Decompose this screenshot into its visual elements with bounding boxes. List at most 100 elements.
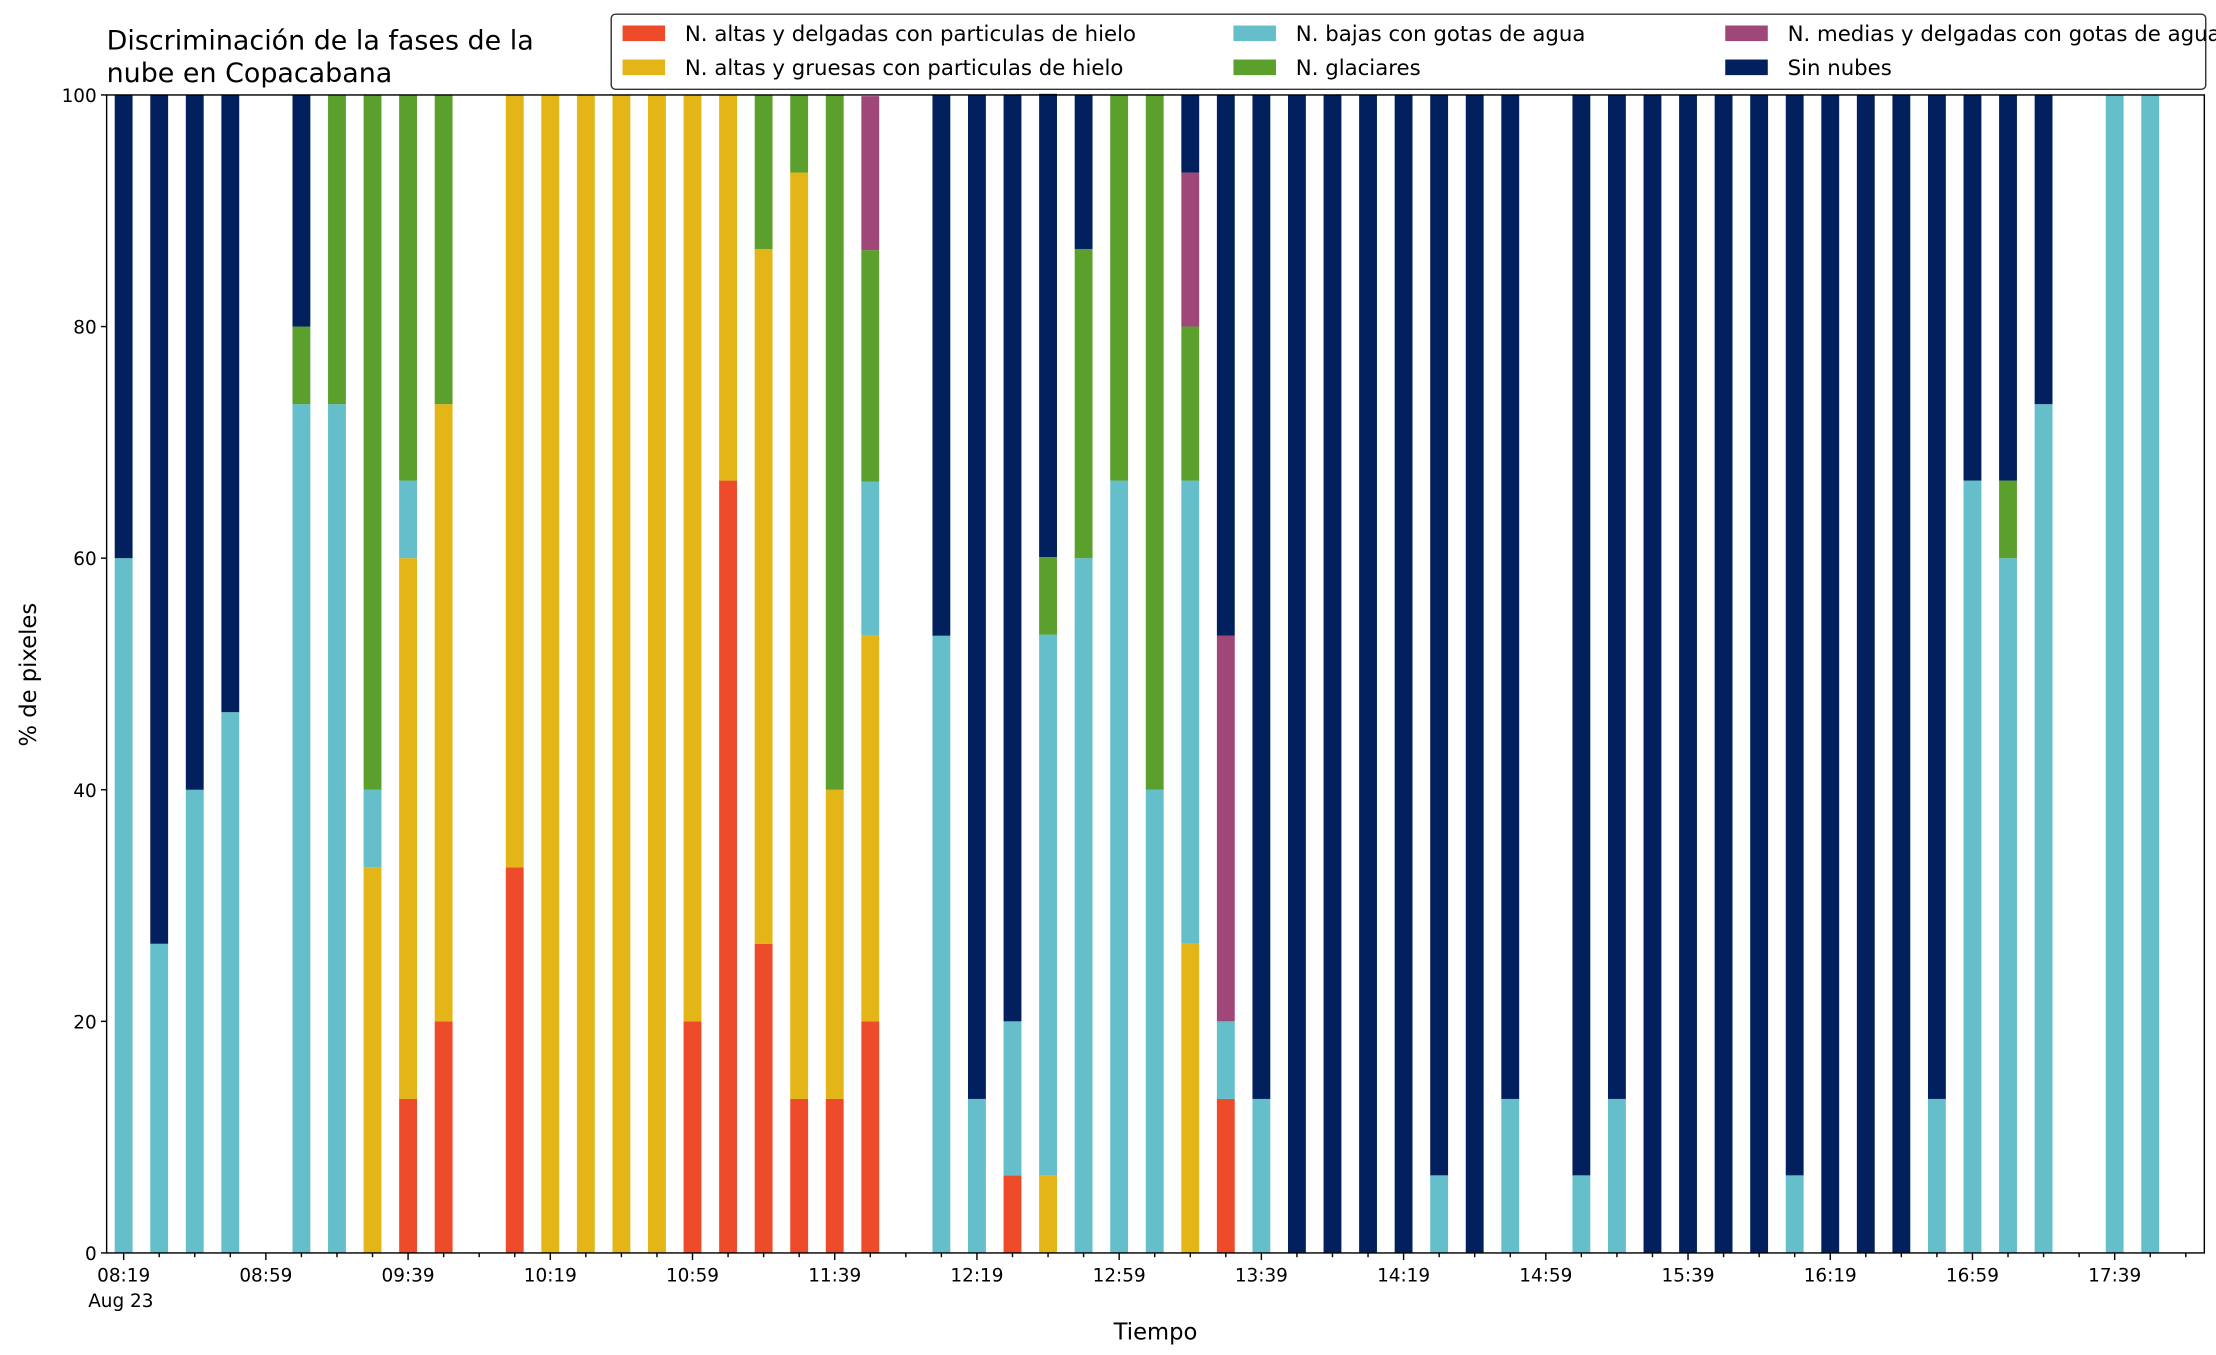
legend-swatch xyxy=(622,25,666,42)
bar-segment xyxy=(1252,1098,1271,1253)
bar-segment xyxy=(399,558,418,1099)
bar-segment xyxy=(434,94,453,405)
bar-segment xyxy=(1110,480,1129,1253)
bar-segment xyxy=(968,94,986,1099)
bar-segment xyxy=(861,481,880,636)
bar-segment xyxy=(363,789,382,868)
x-tick-label: 16:59 xyxy=(1946,1265,1999,1286)
bar-segment xyxy=(1714,94,1733,1253)
bar-segment xyxy=(968,1098,986,1253)
bar-segment xyxy=(1145,789,1164,1253)
bar-segment xyxy=(932,94,951,636)
bar-segment xyxy=(185,789,204,1253)
bar-segment xyxy=(1074,248,1093,559)
x-axis-label: Tiempo xyxy=(1113,1319,1198,1345)
legend-label: N. bajas con gotas de agua xyxy=(1296,22,1586,47)
bar-segment xyxy=(434,1021,453,1253)
y-tick-label: 40 xyxy=(73,781,96,802)
bar-segment xyxy=(1607,94,1626,1099)
bar-segment xyxy=(861,1021,880,1253)
bar-segment xyxy=(1501,94,1520,1099)
legend-swatch xyxy=(1725,25,1768,42)
bar-segment xyxy=(1003,94,1022,1022)
x-tick-label: 11:39 xyxy=(808,1265,861,1286)
bar-segment xyxy=(1927,94,1946,1099)
bar-segment xyxy=(754,94,773,249)
bar-segment xyxy=(754,248,773,944)
bar-segment xyxy=(1003,1175,1022,1253)
legend-box xyxy=(610,13,2207,91)
bar-segment xyxy=(1607,1098,1626,1253)
x-tick-label: 16:19 xyxy=(1804,1265,1857,1286)
bar-segment xyxy=(861,250,880,482)
bar-segment xyxy=(2105,94,2124,1253)
bar-segment xyxy=(1288,94,1306,1253)
bar-segment xyxy=(1750,94,1769,1253)
bar-segment xyxy=(1999,94,2017,481)
bar-segment xyxy=(505,867,524,1253)
bar-segment xyxy=(790,94,809,173)
chart-title: Discriminación de la fases de la xyxy=(107,26,534,57)
bar-segment xyxy=(1181,172,1200,327)
bar-segment xyxy=(1643,94,1662,1253)
bar-segment xyxy=(1039,556,1057,635)
bar-segment xyxy=(1430,1175,1449,1253)
bar-segment xyxy=(1856,94,1875,1253)
bar-segment xyxy=(1216,1098,1235,1253)
bar-segment xyxy=(1216,635,1235,1022)
bar-segment xyxy=(292,94,311,327)
x-tick-label: 09:39 xyxy=(382,1265,435,1286)
bar-segment xyxy=(292,326,311,405)
bar-segment xyxy=(1074,94,1093,249)
x-tick-label: 10:19 xyxy=(524,1265,577,1286)
bar-segment xyxy=(790,172,809,1099)
legend-label: N. medias y delgadas con gotas de agua xyxy=(1788,22,2216,47)
bar-segment xyxy=(328,94,346,405)
x-tick-label: 08:19 xyxy=(97,1265,150,1286)
bar-segment xyxy=(719,94,737,481)
y-axis-label: % de pixeles xyxy=(16,603,42,747)
chart-title: nube en Copacabana xyxy=(107,58,393,89)
bar-segment xyxy=(1785,1175,1804,1253)
bar-segment xyxy=(1039,1175,1057,1253)
bar-segment xyxy=(825,1098,844,1253)
bar-segment xyxy=(1465,94,1484,1253)
y-tick-label: 60 xyxy=(73,549,96,570)
bar-segment xyxy=(505,94,524,868)
y-tick-label: 100 xyxy=(62,86,97,107)
bar-segment xyxy=(399,1098,418,1253)
bar-segment xyxy=(114,94,133,559)
bar-segment xyxy=(434,404,453,1022)
legend-swatch xyxy=(1725,59,1768,76)
bar-segment xyxy=(1181,94,1200,173)
x-tick-label: 15:39 xyxy=(1662,1265,1715,1286)
bar-segment xyxy=(1999,558,2017,1253)
bar-segment xyxy=(1963,94,1982,481)
bar-segment xyxy=(150,94,169,944)
bar-segment xyxy=(541,94,560,1253)
bar-segment xyxy=(1181,480,1200,944)
bar-segment xyxy=(790,1098,809,1253)
bar-segment xyxy=(648,94,666,1253)
bar-segment xyxy=(1252,94,1271,1099)
bar-segment xyxy=(1963,480,1982,1253)
bar-segment xyxy=(1821,94,1840,1253)
bar-segment xyxy=(1145,94,1164,790)
bar-segment xyxy=(1679,94,1697,1253)
bar-segment xyxy=(1999,480,2017,559)
bar-segment xyxy=(1572,94,1591,1176)
x-tick-label: 10:59 xyxy=(666,1265,719,1286)
bar-segment xyxy=(185,94,204,790)
x-tick-label: 12:19 xyxy=(950,1265,1003,1286)
bar-segment xyxy=(1039,634,1057,1176)
bar-segment xyxy=(114,558,133,1253)
x-tick-label: 14:19 xyxy=(1377,1265,1430,1286)
legend-swatch xyxy=(622,59,666,76)
bar-segment xyxy=(399,94,418,481)
legend-label: N. altas y delgadas con particulas de hi… xyxy=(685,22,1136,47)
legend-label: N. glaciares xyxy=(1296,56,1421,81)
plot-frame xyxy=(105,94,2206,1254)
bar-segment xyxy=(1039,93,1057,557)
x-tick-label: 12:59 xyxy=(1093,1265,1146,1286)
